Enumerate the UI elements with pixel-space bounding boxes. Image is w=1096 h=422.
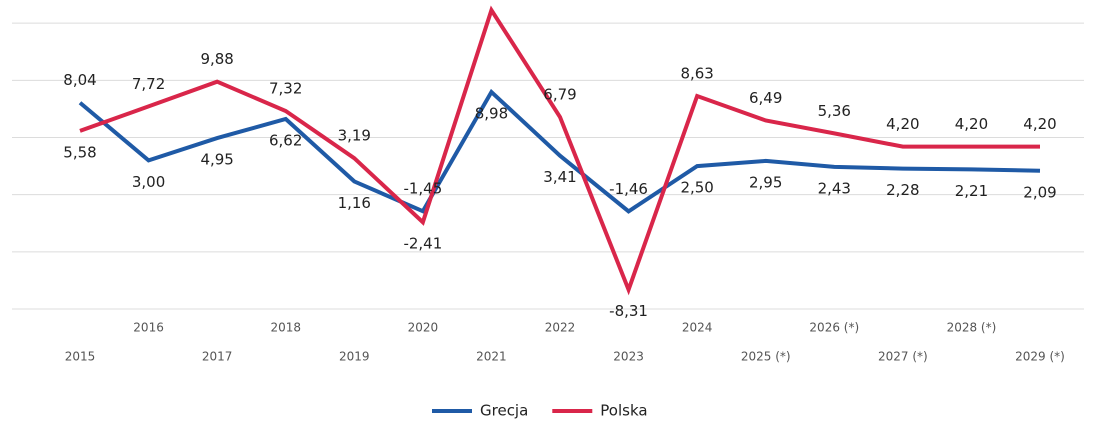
x-tick-label: 2029 (*) [1015, 350, 1065, 364]
data-label: 2,21 [955, 182, 988, 200]
data-label: 8,98 [475, 104, 508, 122]
data-label: 4,20 [1023, 115, 1056, 133]
x-tick-label: 2017 [202, 350, 233, 364]
data-label: 4,20 [955, 115, 988, 133]
x-tick-label: 2025 (*) [741, 350, 791, 364]
data-label: 6,79 [543, 86, 576, 104]
x-tick-label: 2026 (*) [809, 321, 859, 335]
x-tick-label: 2015 [65, 350, 96, 364]
x-tick-label: 2019 [339, 350, 370, 364]
x-tick-label: 2028 (*) [947, 321, 997, 335]
data-label: -2,41 [403, 235, 442, 253]
data-label: -8,31 [609, 302, 648, 320]
data-label: 6,49 [749, 89, 782, 107]
data-label: -1,45 [403, 180, 442, 198]
data-label: 8,04 [63, 71, 96, 89]
data-label: 5,36 [818, 102, 851, 120]
x-tick-label: 2022 [545, 321, 576, 335]
x-tick-label: 2021 [476, 350, 507, 364]
data-label: 3,19 [338, 127, 371, 145]
x-tick-label: 2016 [133, 321, 164, 335]
data-label: 2,50 [680, 179, 713, 197]
data-label: 2,09 [1023, 183, 1056, 201]
x-tick-label: 2020 [408, 321, 439, 335]
x-tick-label: 2024 [682, 321, 713, 335]
data-label: 1,16 [338, 194, 371, 212]
x-tick-label: 2027 (*) [878, 350, 928, 364]
data-label: 5,58 [63, 143, 96, 161]
x-tick-label: 2023 [613, 350, 644, 364]
x-tick-label: 2018 [270, 321, 301, 335]
data-label: 3,41 [543, 168, 576, 186]
data-label: 7,72 [132, 75, 165, 93]
data-label: 2,43 [818, 179, 851, 197]
data-label: 7,32 [269, 79, 302, 97]
data-label: 9,88 [200, 50, 233, 68]
data-label: -1,46 [609, 180, 648, 198]
legend-label: Polska [600, 402, 647, 420]
data-label: 2,95 [749, 173, 782, 191]
data-label: 4,95 [200, 151, 233, 169]
series-line [78, 88, 1041, 214]
series-line [79, 5, 1040, 296]
data-label: 8,63 [680, 64, 713, 82]
data-label: 2,28 [886, 181, 919, 199]
data-label: 6,62 [269, 131, 302, 149]
legend-label: Grecja [480, 402, 528, 420]
data-label: 3,00 [132, 173, 165, 191]
data-label: 4,20 [886, 115, 919, 133]
